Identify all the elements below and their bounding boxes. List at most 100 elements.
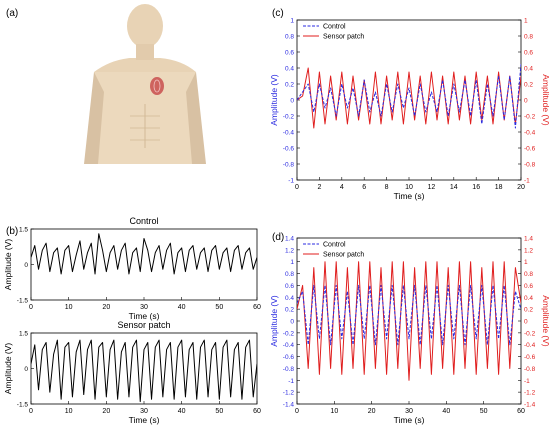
y-tick-label-right: 0.4 [524, 295, 533, 302]
y-tick-label-right: 0.6 [524, 283, 533, 290]
y-tick-label: 0.8 [285, 271, 294, 278]
x-tick-label: 14 [450, 184, 458, 191]
y-tick-label: -1 [288, 378, 294, 385]
y-tick-label-right: 0.2 [524, 307, 533, 314]
y-tick-label: -0.8 [283, 366, 295, 373]
x-tick-label: 50 [215, 408, 223, 415]
y-tick-label-right: 0.4 [524, 66, 533, 73]
x-tick-label: 60 [253, 304, 261, 311]
x-tick-label: 60 [253, 408, 261, 415]
y-tick-label: 1 [290, 18, 294, 25]
series-line-control [297, 63, 521, 129]
x-tick-label: 10 [405, 184, 413, 191]
panel-label-b: (b) [6, 226, 18, 237]
y-axis-label: Amplitude (V) [269, 295, 279, 347]
x-tick-label: 18 [495, 184, 503, 191]
series-line-trace [31, 339, 257, 403]
y-axis-label: Amplitude (V) [3, 343, 13, 395]
x-tick-label: 10 [330, 408, 338, 415]
x-tick-label: 30 [140, 304, 148, 311]
y-tick-label-right: 0 [524, 319, 528, 326]
x-axis-label: Time (s) [394, 415, 425, 425]
x-tick-label: 10 [65, 304, 73, 311]
x-tick-label: 4 [340, 184, 344, 191]
x-tick-label: 30 [405, 408, 413, 415]
plot-area [30, 332, 258, 405]
y-axis-label: Amplitude (V) [3, 239, 13, 291]
x-tick-label: 20 [368, 408, 376, 415]
y-tick-label: 1.2 [285, 247, 294, 254]
legend-entry: Sensor patch [323, 34, 364, 41]
x-tick-label: 60 [517, 408, 525, 415]
sensor-patch-on-chest [150, 77, 164, 95]
x-tick-label: 50 [215, 304, 223, 311]
y-tick-label: -1.2 [283, 390, 295, 397]
chart-title: Control [129, 216, 158, 226]
y-tick-label: -0.8 [283, 162, 295, 169]
x-tick-label: 20 [102, 408, 110, 415]
chart-title: Sensor patch [117, 320, 170, 330]
y-tick-label-right: -0.2 [524, 330, 536, 337]
y-tick-label: 0.6 [285, 283, 294, 290]
panel-label-d: (d) [272, 232, 284, 243]
legend-entry: Control [323, 24, 346, 31]
y-tick-label-right: 0.2 [524, 82, 533, 89]
y-tick-label: -1.5 [17, 298, 29, 305]
y-tick-label-right: 0.8 [524, 34, 533, 41]
x-tick-label: 30 [140, 408, 148, 415]
y-tick-label: 0.6 [285, 50, 294, 57]
y-tick-label-right: 1.2 [524, 247, 533, 254]
x-axis-label: Time (s) [129, 311, 160, 321]
y-tick-label-right: -1.4 [524, 402, 536, 409]
y-tick-label: -0.4 [283, 342, 295, 349]
y-tick-label-right: 0 [524, 98, 528, 105]
chart-c: 0 2 4 6 8 10 12 14 16 18 20-1 -1-0.8 -0.8-0.6 -0.6-0.… [269, 18, 550, 202]
x-tick-label: 20 [517, 184, 525, 191]
y-tick-label: -1.4 [283, 402, 295, 409]
y-tick-label: 0.2 [285, 82, 294, 89]
x-tick-label: 6 [362, 184, 366, 191]
y-tick-label: 0 [290, 319, 294, 326]
x-tick-label: 40 [442, 408, 450, 415]
panel-label-c: (c) [272, 8, 284, 19]
panel-label-a: (a) [6, 8, 18, 19]
y-axis-label-right: Amplitude (V) [541, 74, 550, 126]
y-tick-label: -0.6 [283, 146, 295, 153]
y-tick-label-right: -0.4 [524, 130, 536, 137]
y-axis-label-right: Amplitude (V) [541, 295, 550, 347]
x-axis-label: Time (s) [129, 415, 160, 425]
y-tick-label-right: 1 [524, 18, 528, 25]
torso-illustration [84, 4, 206, 164]
y-tick-label-right: -1.2 [524, 390, 536, 397]
y-axis-label: Amplitude (V) [269, 74, 279, 126]
y-tick-label: -0.4 [283, 130, 295, 137]
legend-entry: Sensor patch [323, 252, 364, 259]
y-tick-label-right: 0.8 [524, 271, 533, 278]
y-tick-label-right: -0.6 [524, 146, 536, 153]
y-tick-label: -0.2 [283, 114, 295, 121]
x-tick-label: 50 [480, 408, 488, 415]
y-tick-label: -0.6 [283, 354, 295, 361]
x-tick-label: 0 [29, 408, 33, 415]
x-tick-label: 12 [428, 184, 436, 191]
x-tick-label: 0 [295, 408, 299, 415]
y-tick-label-right: 0.6 [524, 50, 533, 57]
x-tick-label: 0 [29, 304, 33, 311]
y-tick-label-right: 1.4 [524, 236, 533, 243]
x-tick-label: 8 [385, 184, 389, 191]
series-line-sensor-patch [297, 261, 521, 381]
x-tick-label: 2 [317, 184, 321, 191]
x-axis-label: Time (s) [394, 191, 425, 201]
y-tick-label-right: -0.8 [524, 366, 536, 373]
series-line-trace [31, 233, 257, 275]
y-tick-label-right: 1 [524, 259, 528, 266]
y-tick-label: -0.2 [283, 330, 295, 337]
y-tick-label: -1.5 [17, 402, 29, 409]
y-tick-label: 0 [290, 98, 294, 105]
x-tick-label: 10 [65, 408, 73, 415]
legend-entry: Control [323, 242, 346, 249]
